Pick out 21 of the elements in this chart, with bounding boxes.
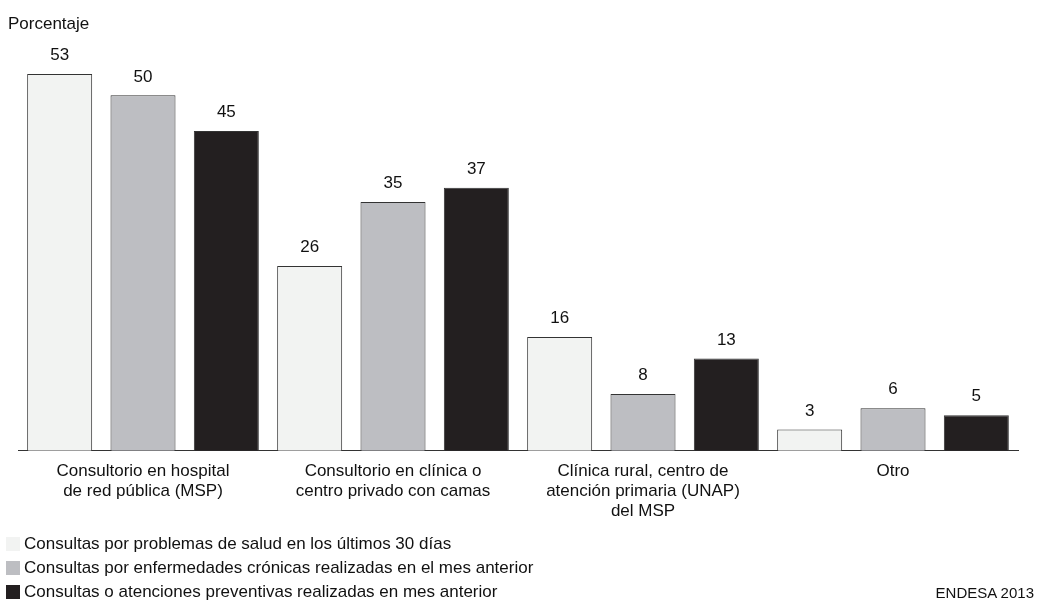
- legend-label: Consultas por enfermedades crónicas realizadas en el mes anterior: [23, 557, 534, 579]
- x-tick-label: Consultorio en clínica o centro privado con camas: [295, 460, 491, 501]
- data-label: 16: [550, 308, 570, 328]
- data-label: 37: [466, 158, 486, 178]
- text: ENDESA 2013: [935, 584, 1034, 601]
- data-label: 26: [300, 237, 320, 257]
- legend-label: Consultas por problemas de salud en los últimos 30 días: [23, 533, 453, 555]
- legend-label: Consultas o atenciones preventivas realizadas en mes anterior: [23, 581, 499, 603]
- data-label: 45: [216, 102, 236, 122]
- data-label: 50: [133, 66, 153, 86]
- data-label: 13: [716, 329, 736, 349]
- x-tick-label: Clínica rural, centro de atención primaria (UNAP) del MSP: [546, 460, 740, 521]
- x-tick-label: Otro: [876, 460, 910, 480]
- data-label: 8: [638, 365, 648, 385]
- data-label: 53: [50, 45, 70, 65]
- x-tick-label: Consultorio en hospital de red pública (MSP): [56, 460, 230, 501]
- data-label: 35: [383, 173, 403, 193]
- data-label: 3: [804, 400, 815, 420]
- data-label: 5: [971, 386, 982, 406]
- text: Porcentaje: [8, 14, 90, 34]
- data-label: 6: [888, 379, 898, 399]
